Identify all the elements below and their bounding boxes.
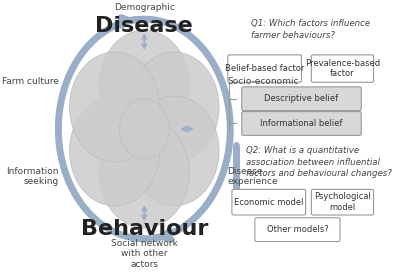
Text: Economic model: Economic model	[234, 198, 304, 207]
Ellipse shape	[99, 118, 189, 228]
FancyBboxPatch shape	[232, 189, 306, 215]
Text: Behaviour: Behaviour	[81, 219, 208, 239]
Text: Descriptive belief: Descriptive belief	[264, 94, 338, 103]
Text: Psychological
model: Psychological model	[314, 193, 371, 212]
Text: Q1: Which factors influence
farmer behaviours?: Q1: Which factors influence farmer behav…	[251, 19, 370, 40]
Text: Q2: What is a quantitative
association between influential
factors and behaviour: Q2: What is a quantitative association b…	[246, 146, 392, 178]
Text: Farm culture: Farm culture	[2, 77, 59, 86]
FancyBboxPatch shape	[242, 87, 361, 111]
Ellipse shape	[129, 96, 219, 206]
Ellipse shape	[129, 52, 219, 162]
Text: Disease: Disease	[96, 16, 193, 36]
Ellipse shape	[99, 30, 189, 140]
FancyBboxPatch shape	[311, 55, 374, 82]
Text: Belief-based factor: Belief-based factor	[225, 64, 304, 73]
FancyBboxPatch shape	[255, 218, 340, 242]
Text: Other models?: Other models?	[266, 225, 328, 234]
Ellipse shape	[70, 52, 160, 162]
Text: Demographic: Demographic	[114, 3, 175, 12]
Text: Disease
experience: Disease experience	[227, 167, 278, 186]
Ellipse shape	[120, 99, 169, 159]
Text: Prevalence-based
factor: Prevalence-based factor	[305, 59, 380, 78]
Text: Information
seeking: Information seeking	[6, 167, 59, 186]
Text: Social network
with other
actors: Social network with other actors	[111, 239, 178, 268]
Text: Informational belief: Informational belief	[260, 119, 343, 128]
Ellipse shape	[70, 96, 160, 206]
FancyBboxPatch shape	[228, 55, 302, 82]
Text: Socio-economic: Socio-economic	[227, 77, 299, 86]
FancyBboxPatch shape	[311, 189, 374, 215]
FancyBboxPatch shape	[242, 112, 361, 135]
